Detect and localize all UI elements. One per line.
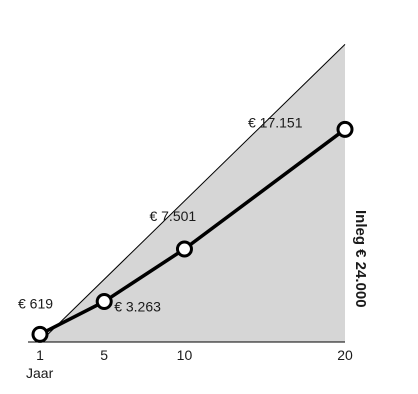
x-tick-label: 20 <box>337 347 353 363</box>
data-label: € 17.151 <box>248 114 303 130</box>
deposit-line <box>39 44 346 343</box>
data-label: € 3.263 <box>114 299 161 315</box>
x-tick-label: 10 <box>177 347 193 363</box>
data-label: € 619 <box>18 295 53 311</box>
value-line <box>39 127 347 336</box>
data-point <box>95 293 113 311</box>
data-point <box>175 240 193 258</box>
x-tick-label: 5 <box>100 347 108 363</box>
data-point <box>336 120 354 138</box>
data-points <box>31 120 354 343</box>
data-point <box>31 325 49 343</box>
x-axis-title: Jaar <box>26 365 54 381</box>
x-ticks: 1 5 10 20 <box>36 347 353 363</box>
deposit-label: Inleg € 24.000 <box>352 210 369 308</box>
x-tick-label: 1 <box>36 347 44 363</box>
data-labels: € 619 € 3.263 € 7.501 € 17.151 <box>18 114 303 314</box>
data-label: € 7.501 <box>149 208 196 224</box>
